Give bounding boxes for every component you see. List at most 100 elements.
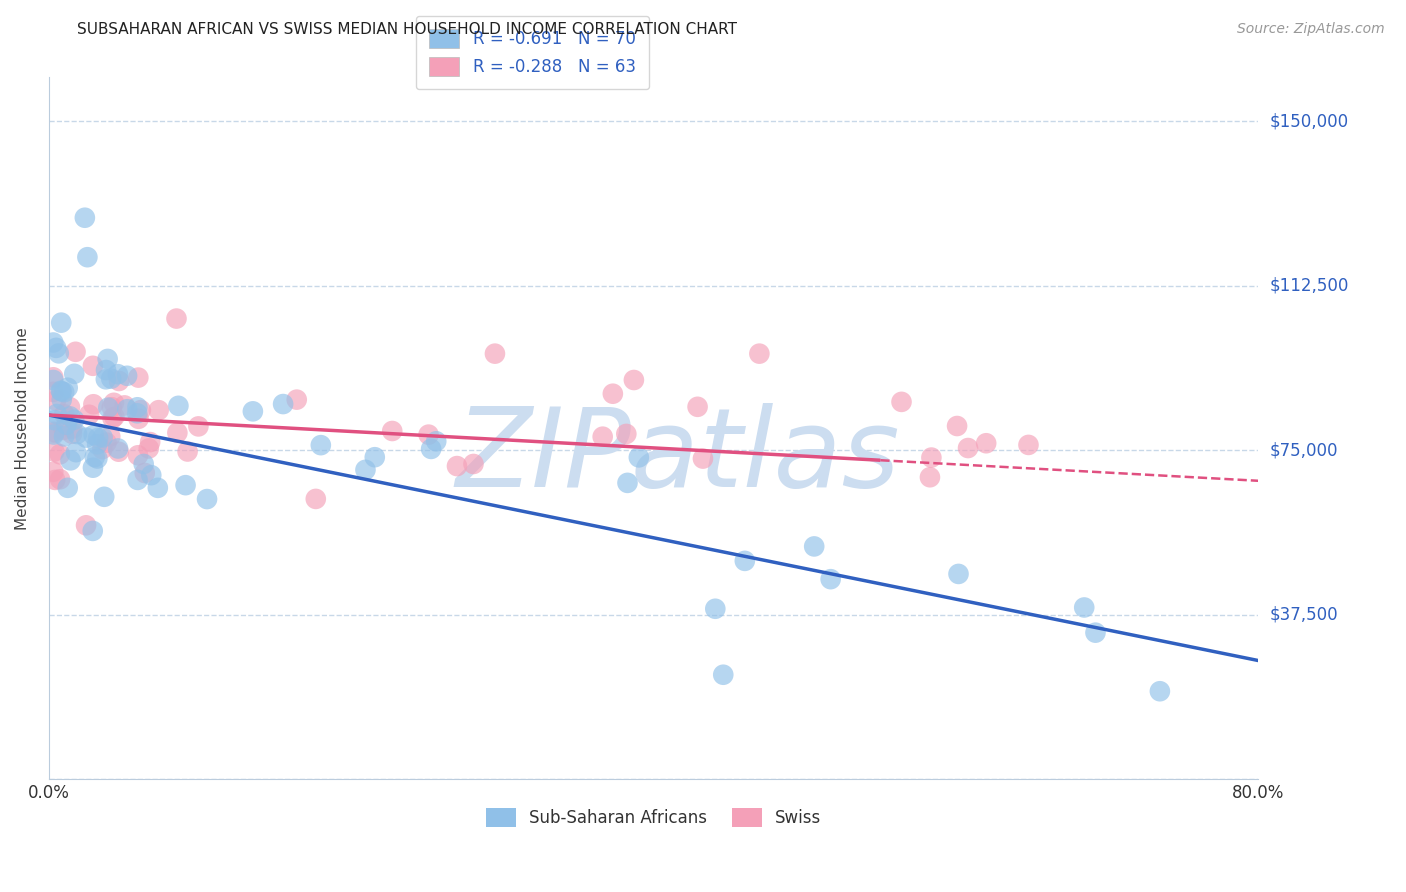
Point xyxy=(686,400,709,414)
Point xyxy=(107,442,129,456)
Point xyxy=(803,540,825,554)
Point xyxy=(166,425,188,440)
Point xyxy=(146,481,169,495)
Point xyxy=(285,392,308,407)
Point xyxy=(127,370,149,384)
Text: $37,500: $37,500 xyxy=(1270,606,1339,624)
Point xyxy=(45,341,67,355)
Point xyxy=(309,438,332,452)
Point xyxy=(107,444,129,458)
Point xyxy=(44,473,66,487)
Point xyxy=(63,367,86,381)
Point xyxy=(704,601,727,615)
Point xyxy=(141,468,163,483)
Point xyxy=(174,478,197,492)
Point xyxy=(1073,600,1095,615)
Point xyxy=(627,450,650,465)
Point xyxy=(86,437,108,451)
Point xyxy=(42,384,65,399)
Point xyxy=(97,351,120,366)
Point xyxy=(946,419,969,434)
Point xyxy=(167,399,190,413)
Point xyxy=(42,425,65,439)
Point xyxy=(82,460,104,475)
Point xyxy=(420,442,443,456)
Point xyxy=(66,427,89,442)
Point xyxy=(59,401,82,415)
Text: Source: ZipAtlas.com: Source: ZipAtlas.com xyxy=(1237,22,1385,37)
Y-axis label: Median Household Income: Median Household Income xyxy=(15,326,30,530)
Point xyxy=(60,422,83,436)
Point xyxy=(44,425,66,440)
Point xyxy=(592,430,614,444)
Point xyxy=(616,475,638,490)
Point xyxy=(139,435,162,450)
Point xyxy=(305,491,328,506)
Point xyxy=(83,428,105,442)
Point xyxy=(1084,625,1107,640)
Point xyxy=(65,344,87,359)
Point xyxy=(45,393,67,408)
Point xyxy=(60,426,83,441)
Point xyxy=(195,491,218,506)
Point xyxy=(83,450,105,464)
Point xyxy=(166,311,188,326)
Point xyxy=(42,427,65,442)
Point xyxy=(98,429,121,443)
Point xyxy=(127,401,149,415)
Point xyxy=(132,457,155,471)
Point xyxy=(42,465,65,479)
Point xyxy=(148,403,170,417)
Point xyxy=(52,423,75,437)
Point xyxy=(56,481,79,495)
Point xyxy=(76,250,98,264)
Point xyxy=(920,450,942,465)
Point xyxy=(91,430,114,444)
Point xyxy=(114,398,136,412)
Point xyxy=(97,401,120,415)
Point xyxy=(692,451,714,466)
Point xyxy=(271,397,294,411)
Legend: Sub-Saharan Africans, Swiss: Sub-Saharan Africans, Swiss xyxy=(479,801,828,834)
Point xyxy=(96,435,118,450)
Point xyxy=(1149,684,1171,698)
Point xyxy=(91,442,114,456)
Point xyxy=(918,470,941,484)
Point xyxy=(425,434,447,449)
Point xyxy=(711,667,734,681)
Point xyxy=(381,424,404,438)
Text: $75,000: $75,000 xyxy=(1270,442,1339,459)
Point xyxy=(103,396,125,410)
Text: ZIPatlas: ZIPatlas xyxy=(456,402,900,509)
Point xyxy=(75,518,97,533)
Point xyxy=(107,368,129,382)
Point xyxy=(446,459,468,474)
Point xyxy=(49,472,72,486)
Point xyxy=(51,392,73,407)
Point xyxy=(623,373,645,387)
Point xyxy=(117,402,139,417)
Point xyxy=(75,431,97,445)
Point xyxy=(49,447,72,461)
Text: $112,500: $112,500 xyxy=(1270,277,1348,294)
Point xyxy=(42,370,65,384)
Point xyxy=(484,346,506,360)
Point xyxy=(948,566,970,581)
Text: $150,000: $150,000 xyxy=(1270,112,1348,130)
Point xyxy=(463,457,485,471)
Point xyxy=(101,401,124,415)
Point xyxy=(134,466,156,480)
Point xyxy=(48,346,70,360)
Point xyxy=(82,359,104,373)
Point xyxy=(42,335,65,350)
Point xyxy=(93,490,115,504)
Point xyxy=(77,408,100,422)
Point xyxy=(108,374,131,388)
Point xyxy=(44,413,66,427)
Point xyxy=(101,411,124,425)
Point xyxy=(115,368,138,383)
Point xyxy=(176,444,198,458)
Point xyxy=(187,419,209,434)
Point xyxy=(42,373,65,387)
Point xyxy=(418,427,440,442)
